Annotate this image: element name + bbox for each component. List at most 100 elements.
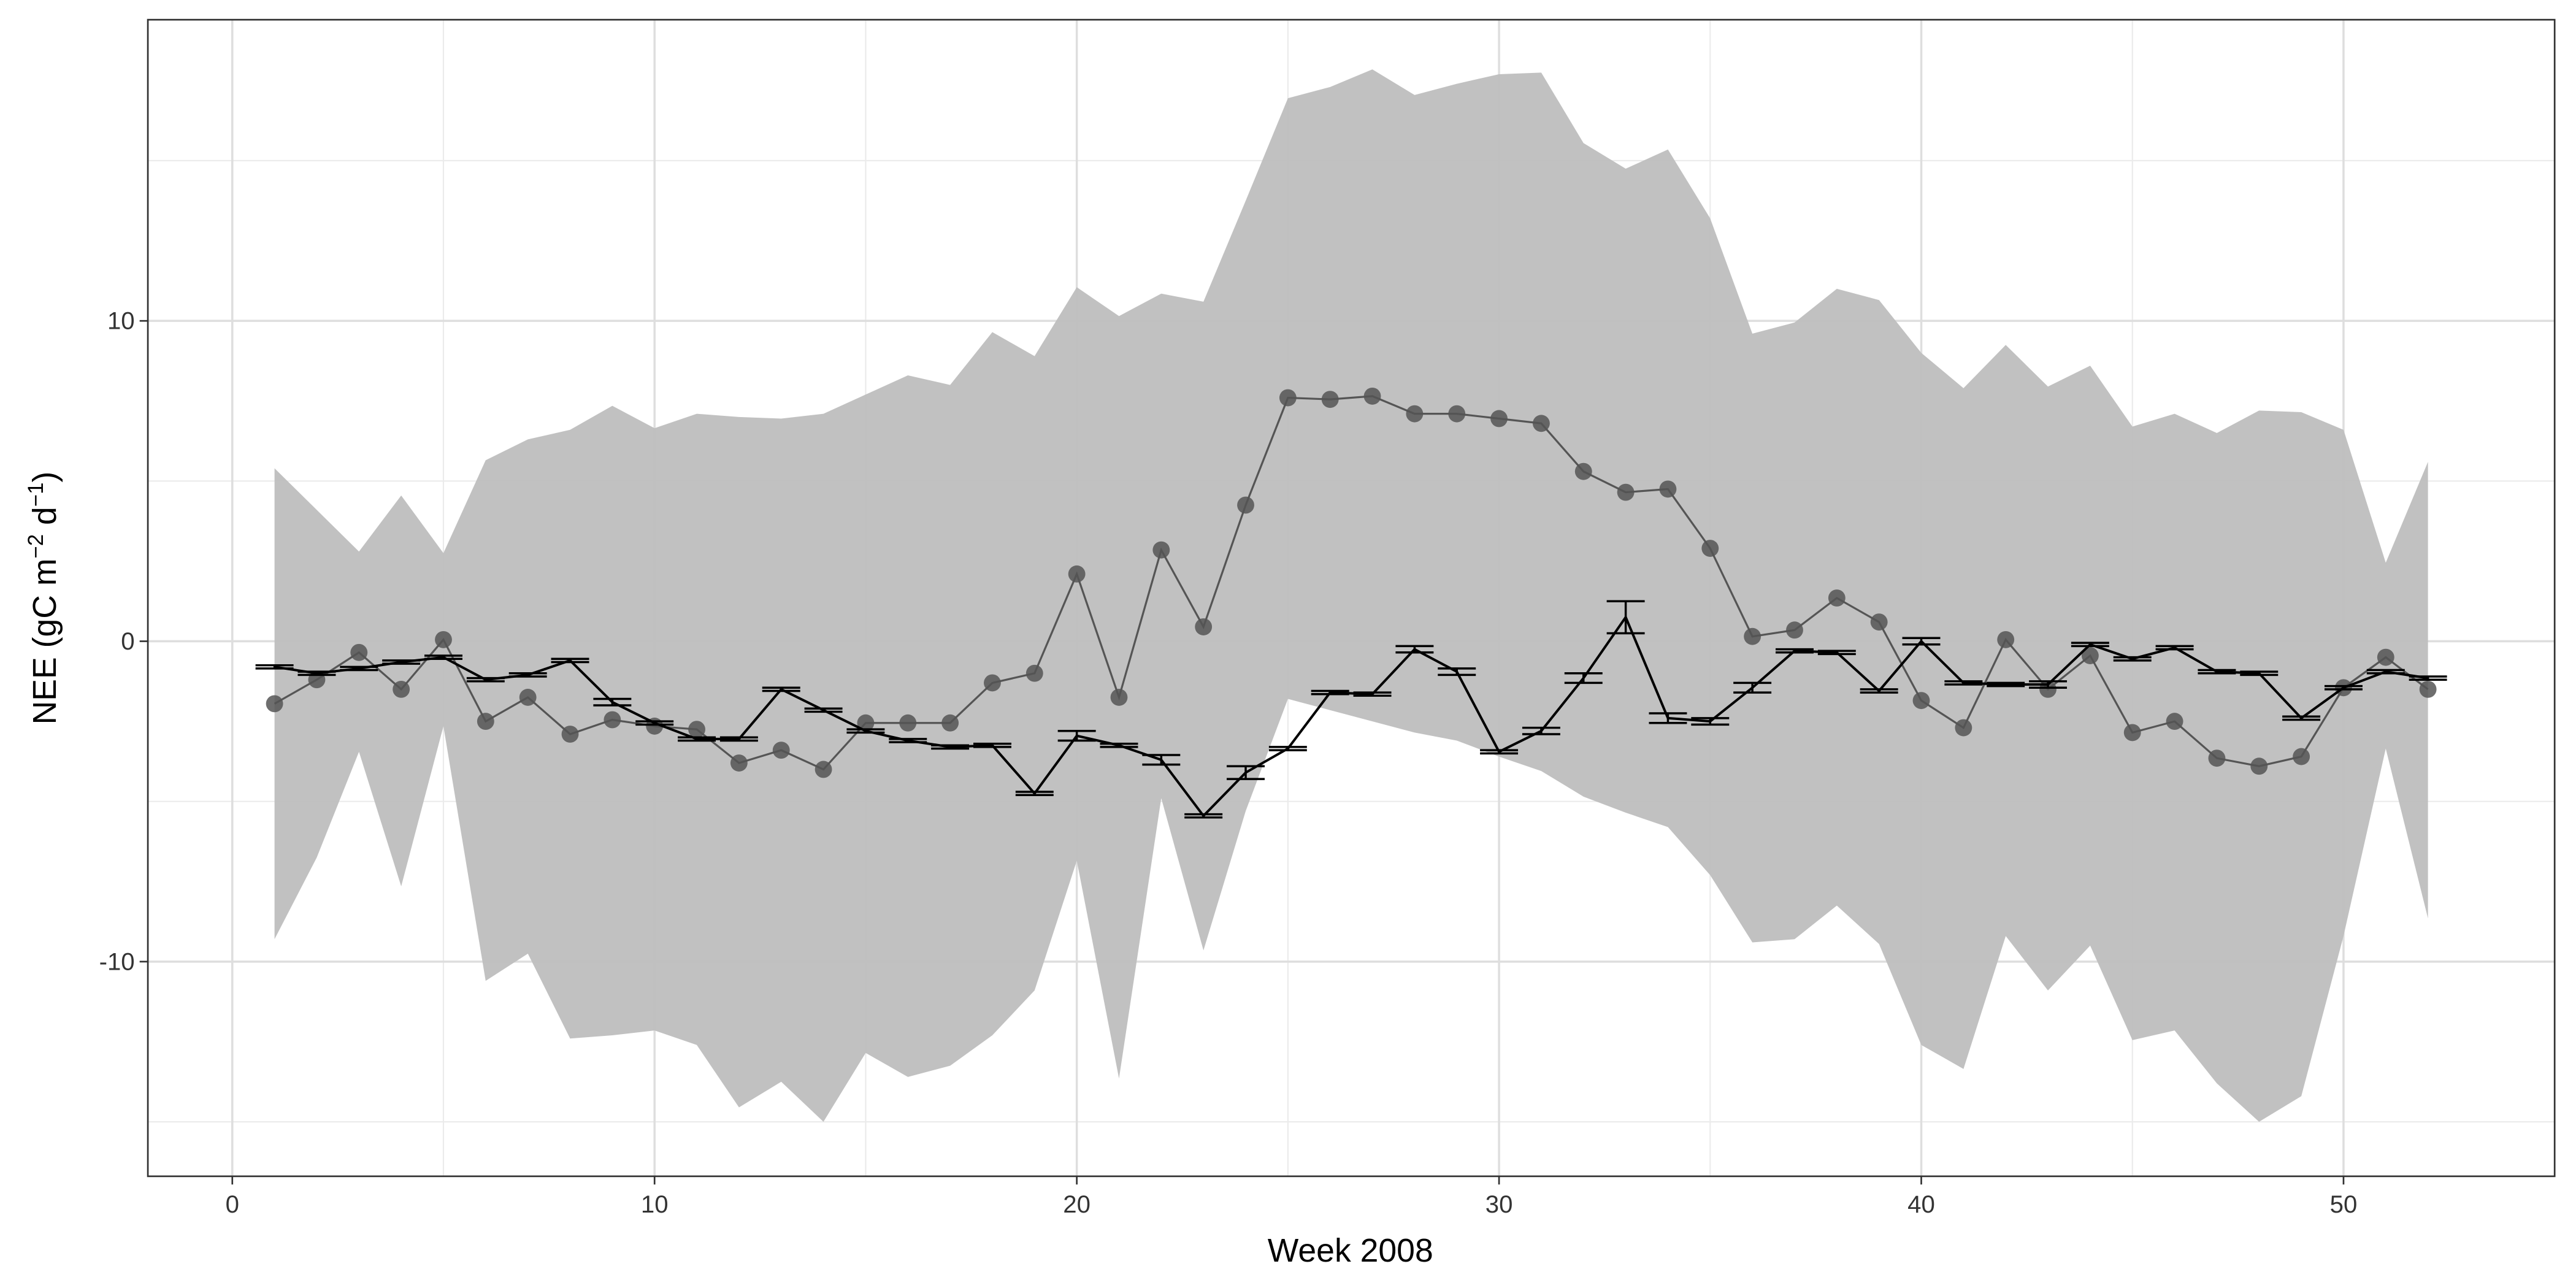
x-tick-label: 50 xyxy=(2330,1190,2358,1218)
point xyxy=(1110,689,1128,706)
point xyxy=(1363,387,1381,405)
error-bar xyxy=(1353,691,1392,697)
error-bar xyxy=(2282,715,2321,721)
point xyxy=(1912,692,1930,710)
panel-border xyxy=(147,18,2556,1178)
point xyxy=(2250,757,2268,775)
error-bar xyxy=(593,697,632,707)
error-bar xyxy=(2113,656,2152,662)
point xyxy=(857,714,875,732)
ribbon xyxy=(274,69,2428,1122)
point xyxy=(2419,680,2437,698)
error-bar xyxy=(846,728,885,734)
error-bar xyxy=(1438,667,1476,677)
error-bar xyxy=(1311,689,1349,696)
point xyxy=(1068,565,1086,583)
error-bar xyxy=(804,707,843,713)
point xyxy=(1828,589,1846,607)
point xyxy=(561,726,579,743)
series-line xyxy=(274,615,2428,818)
error-bar xyxy=(2029,680,2068,689)
point xyxy=(1237,496,1254,514)
error-bar xyxy=(297,670,336,677)
error-bar xyxy=(2366,669,2405,675)
error-bar xyxy=(1987,681,2025,688)
error-bar xyxy=(678,736,716,742)
error-bar xyxy=(1227,765,1265,780)
plot-area xyxy=(255,69,2447,1122)
error-bar xyxy=(2409,675,2447,681)
point xyxy=(984,674,1001,692)
point xyxy=(1997,631,2015,648)
error-bar xyxy=(551,657,589,664)
point xyxy=(1279,389,1297,407)
point xyxy=(1870,613,1888,631)
point xyxy=(1574,462,1592,480)
point xyxy=(2081,647,2099,664)
point xyxy=(1321,391,1339,408)
point xyxy=(266,695,283,713)
axes: 0 10 20 30 40 50 -10 0 10 xyxy=(99,307,2358,1218)
x-axis-title: Week 2008 xyxy=(1268,1233,1433,1269)
error-bar xyxy=(1522,726,1560,735)
error-bar xyxy=(719,736,758,742)
point xyxy=(2166,713,2183,730)
x-tick-label: 10 xyxy=(641,1190,669,1218)
point xyxy=(393,680,410,698)
y-axis-title-superscript: −1 xyxy=(24,482,48,507)
error-bar xyxy=(340,665,378,672)
y-tick-label: -10 xyxy=(99,948,135,975)
error-bar xyxy=(1015,791,1054,796)
x-tick-label: 20 xyxy=(1063,1190,1091,1218)
point xyxy=(772,742,790,759)
error-bar xyxy=(1057,730,1096,742)
error-bar xyxy=(508,672,547,678)
point xyxy=(688,721,705,738)
point xyxy=(1025,664,1043,682)
error-bar xyxy=(1142,754,1181,766)
error-bar xyxy=(1606,600,1645,635)
y-axis-title: NEE (gC m−2 d−1) xyxy=(24,472,63,725)
error-bar xyxy=(2198,669,2236,675)
error-bar xyxy=(424,654,462,660)
error-bar xyxy=(973,742,1011,748)
error-bar xyxy=(1184,813,1223,819)
point xyxy=(1490,410,1508,427)
error-bar xyxy=(1395,645,1434,654)
error-bar xyxy=(255,664,294,670)
point xyxy=(899,714,917,732)
y-tick-label: 10 xyxy=(107,307,135,335)
point xyxy=(1532,415,1550,432)
error-bar xyxy=(1902,637,1941,646)
point xyxy=(1152,541,1170,559)
point xyxy=(2293,748,2310,765)
y-axis-title-part: NEE (gC m xyxy=(27,559,63,725)
error-bar xyxy=(931,744,970,750)
point xyxy=(1406,405,1424,423)
error-bar xyxy=(635,720,674,726)
point xyxy=(1786,621,1803,639)
x-tick-label: 0 xyxy=(226,1190,239,1218)
error-bar xyxy=(1817,650,1856,656)
error-bar xyxy=(2324,684,2363,691)
point xyxy=(1617,483,1635,501)
y-axis-title-part: d xyxy=(27,507,63,534)
error-bar xyxy=(1268,746,1307,751)
error-bar xyxy=(1564,672,1603,684)
error-bar xyxy=(1100,742,1138,748)
error-bar xyxy=(382,659,421,665)
point xyxy=(815,761,832,778)
point xyxy=(1195,618,1213,635)
error-bar xyxy=(466,677,505,683)
point xyxy=(519,689,537,706)
point xyxy=(730,754,748,772)
y-axis-title-part: ) xyxy=(27,472,63,483)
error-bar xyxy=(2240,670,2279,677)
error-bar xyxy=(2155,645,2194,651)
error-bar xyxy=(889,738,927,743)
x-tick-label: 40 xyxy=(1907,1190,1935,1218)
point xyxy=(2123,724,2141,742)
point xyxy=(604,711,621,729)
